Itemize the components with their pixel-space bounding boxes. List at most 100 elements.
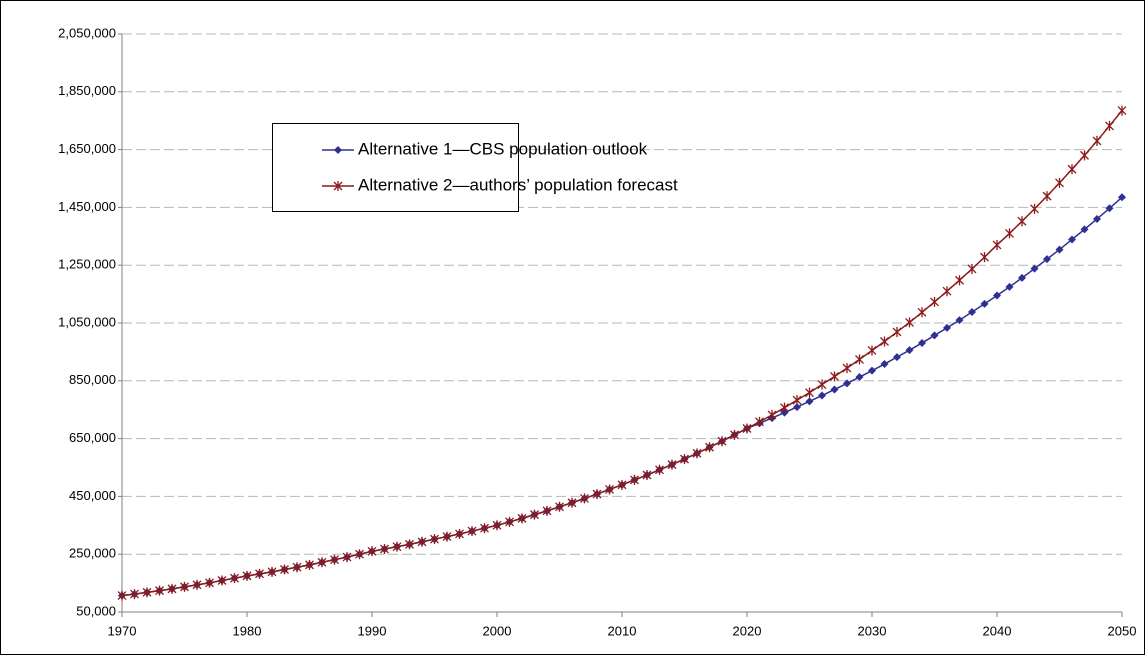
point	[755, 416, 764, 427]
point	[917, 307, 927, 318]
series-group	[117, 105, 1127, 601]
point	[817, 379, 827, 390]
point	[1055, 177, 1064, 188]
x-tick-label: 1970	[108, 623, 137, 638]
point	[180, 581, 189, 592]
point	[1043, 255, 1051, 264]
point	[655, 464, 664, 475]
x-tick-label: 1990	[358, 623, 387, 638]
point	[742, 423, 752, 434]
point	[905, 317, 914, 328]
point	[155, 585, 164, 596]
point	[430, 534, 439, 545]
point	[642, 470, 652, 481]
point	[380, 543, 389, 554]
point	[130, 589, 139, 600]
point	[730, 429, 739, 440]
point	[980, 299, 989, 308]
point	[942, 286, 952, 297]
point	[880, 336, 889, 347]
point	[918, 338, 926, 347]
y-tick-label: 650,000	[69, 430, 116, 445]
point	[217, 575, 227, 586]
series	[117, 105, 1127, 601]
axes: 50,000 250,000 450,000 650,000 850,000 1,050,…	[58, 25, 1136, 638]
point	[818, 391, 826, 400]
legend-label: Alternative 2—authors’ population foreca…	[358, 175, 678, 194]
legend-marker	[333, 181, 343, 191]
point	[1080, 225, 1089, 234]
point	[717, 436, 727, 447]
point	[630, 474, 639, 485]
point	[530, 509, 539, 520]
point	[442, 531, 452, 542]
point	[767, 409, 777, 420]
x-tick-label: 2020	[733, 623, 762, 638]
point	[930, 331, 939, 340]
point	[830, 385, 839, 394]
point	[480, 523, 489, 534]
point	[330, 554, 339, 565]
point	[955, 316, 964, 325]
point	[943, 323, 951, 332]
point	[305, 559, 314, 570]
y-tick-label: 1,450,000	[58, 199, 116, 214]
point	[855, 373, 864, 382]
point	[805, 387, 814, 398]
legend-label: Alternative 1—CBS population outlook	[358, 139, 648, 158]
point	[405, 539, 414, 550]
point	[267, 566, 277, 577]
point	[968, 308, 976, 317]
point	[1030, 203, 1039, 214]
point	[868, 366, 876, 375]
point	[992, 239, 1002, 250]
point	[805, 397, 814, 406]
y-tick-label: 250,000	[69, 546, 116, 561]
point	[467, 526, 477, 537]
point	[192, 579, 202, 590]
point	[517, 513, 527, 524]
point	[1105, 120, 1114, 131]
point	[417, 536, 427, 547]
point	[955, 275, 964, 286]
point	[1093, 214, 1101, 223]
point	[842, 363, 852, 374]
point	[705, 442, 714, 453]
point	[367, 546, 377, 557]
point	[792, 395, 802, 406]
point	[980, 252, 989, 263]
point	[892, 326, 902, 337]
y-tick-label: 2,050,000	[58, 25, 116, 40]
point	[1055, 245, 1064, 254]
point	[993, 291, 1001, 300]
point	[555, 501, 564, 512]
legend-box	[272, 123, 519, 212]
y-tick-label: 850,000	[69, 372, 116, 387]
point	[142, 587, 152, 598]
point	[1092, 135, 1102, 146]
point	[117, 590, 127, 601]
point	[1042, 191, 1052, 202]
point	[567, 497, 577, 508]
point	[867, 345, 877, 356]
point	[667, 459, 677, 470]
point	[317, 557, 327, 568]
point	[1068, 235, 1076, 244]
point	[592, 489, 602, 500]
point	[605, 484, 614, 495]
point	[905, 346, 914, 355]
point	[255, 568, 264, 579]
point	[492, 520, 502, 531]
point	[880, 360, 889, 369]
point	[230, 573, 239, 584]
point	[617, 479, 627, 490]
point	[967, 263, 977, 274]
point	[780, 402, 789, 413]
point	[855, 354, 864, 365]
point	[692, 448, 702, 459]
x-tick-label: 2030	[858, 623, 887, 638]
point	[1105, 204, 1114, 213]
y-tick-label: 1,650,000	[58, 141, 116, 156]
